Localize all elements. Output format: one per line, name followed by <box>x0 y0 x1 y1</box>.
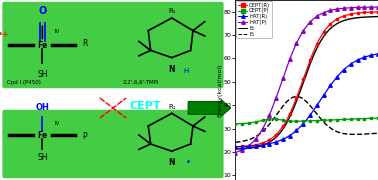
Text: Fe: Fe <box>37 130 48 140</box>
Text: R: R <box>82 39 88 48</box>
Y-axis label: Energy(kcal/mol): Energy(kcal/mol) <box>217 63 222 117</box>
Text: R₁: R₁ <box>168 8 175 14</box>
Text: 2,2',6,6'-TMPi: 2,2',6,6'-TMPi <box>123 80 160 85</box>
Text: SH: SH <box>37 70 48 79</box>
Text: Fe: Fe <box>37 40 48 50</box>
FancyBboxPatch shape <box>2 110 224 178</box>
FancyArrow shape <box>188 100 231 116</box>
Text: Cpd I (P450): Cpd I (P450) <box>6 80 40 85</box>
Text: OH: OH <box>36 103 49 112</box>
Text: IV: IV <box>54 29 59 34</box>
Text: O: O <box>38 6 46 16</box>
Text: R₁: R₁ <box>168 104 175 110</box>
Text: •+: •+ <box>0 30 9 39</box>
Text: CEPT: CEPT <box>129 101 161 111</box>
Legend: CEPT(R), CEPT(P), HAT(R), HAT(P), E₀, E₁: CEPT(R), CEPT(P), HAT(R), HAT(P), E₀, E₁ <box>236 1 272 38</box>
Text: H: H <box>184 68 189 74</box>
Text: N: N <box>169 158 175 167</box>
FancyBboxPatch shape <box>2 2 224 88</box>
Text: N: N <box>169 65 175 74</box>
Text: •: • <box>186 158 191 167</box>
Text: P: P <box>82 132 87 141</box>
Text: SH: SH <box>37 153 48 162</box>
Text: IV: IV <box>54 121 59 126</box>
